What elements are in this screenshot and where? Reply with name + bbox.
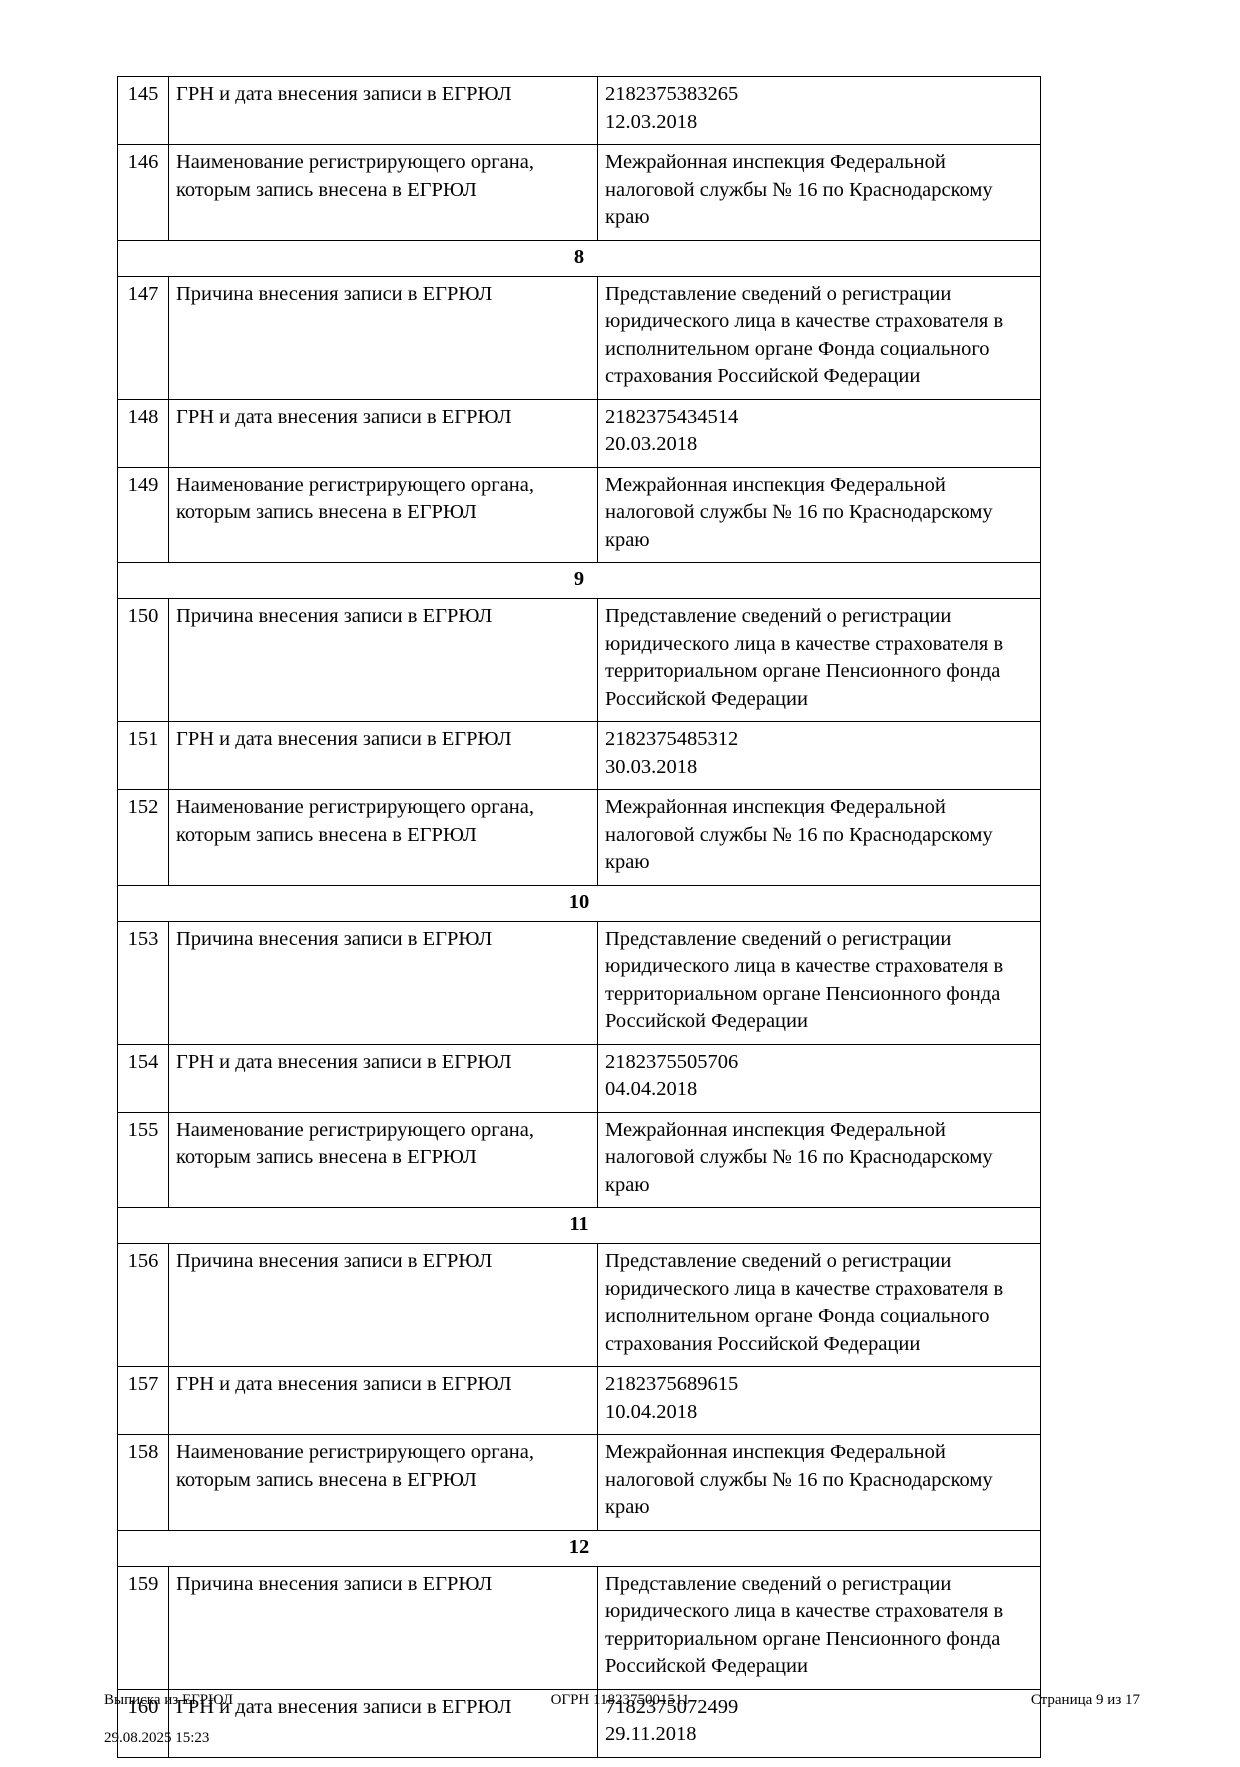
table-row: 154 ГРН и дата внесения записи в ЕГРЮЛ 218… bbox=[117, 1043, 1041, 1113]
table-row: 157 ГРН и дата внесения записи в ЕГРЮЛ 218… bbox=[117, 1366, 1041, 1435]
section-number: 9 bbox=[117, 562, 1041, 599]
section-header-row: 9 bbox=[117, 562, 1041, 599]
row-label: Наименование регистрирующего органа, кот… bbox=[168, 1434, 598, 1531]
row-number: 148 bbox=[117, 398, 169, 468]
footer-generated-at: 29.08.2025 15:23 bbox=[104, 1730, 210, 1746]
table-row: 152 Наименование регистрирующего органа, … bbox=[117, 789, 1041, 886]
table-row: 160 ГРН и дата внесения записи в ЕГРЮЛ 718… bbox=[117, 1688, 1041, 1758]
table-row: 158 Наименование регистрирующего органа, … bbox=[117, 1434, 1041, 1531]
section-header-row: 8 bbox=[117, 239, 1041, 277]
row-label: Наименование регистрирующего органа, кот… bbox=[168, 466, 598, 563]
row-label: Причина внесения записи в ЕГРЮЛ bbox=[168, 1243, 598, 1367]
footer-doc-title: Выписка из ЕГРЮЛ bbox=[104, 1692, 233, 1708]
row-label: Наименование регистрирующего органа, кот… bbox=[168, 789, 598, 886]
table-row: 148 ГРН и дата внесения записи в ЕГРЮЛ 218… bbox=[117, 398, 1041, 468]
row-value: Представление сведений о регистрации юри… bbox=[597, 1243, 1041, 1367]
page-footer: Выписка из ЕГРЮЛ 29.08.2025 15:23 ОГРН 1… bbox=[0, 1672, 1240, 1746]
row-number: 155 bbox=[117, 1111, 169, 1208]
row-number: 159 bbox=[117, 1565, 169, 1690]
table-row: 155 Наименование регистрирующего органа, … bbox=[117, 1111, 1041, 1208]
row-number: 146 bbox=[117, 144, 169, 241]
section-header-row: 11 bbox=[117, 1207, 1041, 1244]
row-number: 153 bbox=[117, 920, 169, 1045]
row-label: Причина внесения записи в ЕГРЮЛ bbox=[168, 598, 598, 722]
section-number: 12 bbox=[117, 1529, 1041, 1567]
row-value: Межрайонная инспекция Федеральной налого… bbox=[597, 144, 1041, 241]
row-value: 2182375689615 10.04.2018 bbox=[597, 1366, 1041, 1435]
footer-document-info: Выписка из ЕГРЮЛ 29.08.2025 15:23 bbox=[104, 1672, 233, 1767]
row-label: Наименование регистрирующего органа, кот… bbox=[168, 1111, 598, 1208]
row-value: 2182375505706 04.04.2018 bbox=[597, 1043, 1041, 1113]
row-number: 154 bbox=[117, 1043, 169, 1113]
row-number: 147 bbox=[117, 275, 169, 400]
row-label: ГРН и дата внесения записи в ЕГРЮЛ bbox=[168, 1366, 598, 1435]
table-body: 145 ГРН и дата внесения записи в ЕГРЮЛ 218… bbox=[117, 76, 1041, 1758]
row-label: Причина внесения записи в ЕГРЮЛ bbox=[168, 275, 598, 400]
row-value: 2182375434514 20.03.2018 bbox=[597, 398, 1041, 468]
table-row: 156 Причина внесения записи в ЕГРЮЛ Предст… bbox=[117, 1243, 1041, 1367]
row-label: ГРН и дата внесения записи в ЕГРЮЛ bbox=[168, 1043, 598, 1113]
section-header-row: 10 bbox=[117, 884, 1041, 922]
row-value: 2182375383265 12.03.2018 bbox=[597, 76, 1041, 145]
row-value: 7182375072499 29.11.2018 bbox=[597, 1688, 1041, 1758]
table-row: 150 Причина внесения записи в ЕГРЮЛ Предст… bbox=[117, 598, 1041, 722]
section-number: 11 bbox=[117, 1207, 1041, 1244]
row-value: Представление сведений о регистрации юри… bbox=[597, 1565, 1041, 1690]
section-header-row: 12 bbox=[117, 1529, 1041, 1567]
table-row: 151 ГРН и дата внесения записи в ЕГРЮЛ 218… bbox=[117, 721, 1041, 790]
section-number: 8 bbox=[117, 239, 1041, 277]
table-row: 145 ГРН и дата внесения записи в ЕГРЮЛ 218… bbox=[117, 76, 1041, 145]
egrul-extract-table: 145 ГРН и дата внесения записи в ЕГРЮЛ 218… bbox=[117, 76, 1041, 1758]
row-label: ГРН и дата внесения записи в ЕГРЮЛ bbox=[168, 721, 598, 790]
table-row: 149 Наименование регистрирующего органа, … bbox=[117, 466, 1041, 563]
row-number: 158 bbox=[117, 1434, 169, 1531]
row-label: ГРН и дата внесения записи в ЕГРЮЛ bbox=[168, 398, 598, 468]
row-value: 2182375485312 30.03.2018 bbox=[597, 721, 1041, 790]
table-row: 146 Наименование регистрирующего органа, … bbox=[117, 144, 1041, 241]
row-value: Межрайонная инспекция Федеральной налого… bbox=[597, 466, 1041, 563]
section-number: 10 bbox=[117, 884, 1041, 922]
footer-ogrn: ОГРН 1182375001511 bbox=[550, 1692, 690, 1708]
row-label: Причина внесения записи в ЕГРЮЛ bbox=[168, 1565, 598, 1690]
row-label: ГРН и дата внесения записи в ЕГРЮЛ bbox=[168, 76, 598, 145]
row-number: 151 bbox=[117, 721, 169, 790]
row-label: Причина внесения записи в ЕГРЮЛ bbox=[168, 920, 598, 1045]
table-row: 159 Причина внесения записи в ЕГРЮЛ Предст… bbox=[117, 1565, 1041, 1690]
row-number: 149 bbox=[117, 466, 169, 563]
row-value: Представление сведений о регистрации юри… bbox=[597, 598, 1041, 722]
row-label: ГРН и дата внесения записи в ЕГРЮЛ bbox=[168, 1688, 598, 1758]
row-label: Наименование регистрирующего органа, кот… bbox=[168, 144, 598, 241]
row-value: Межрайонная инспекция Федеральной налого… bbox=[597, 1434, 1041, 1531]
row-value: Межрайонная инспекция Федеральной налого… bbox=[597, 1111, 1041, 1208]
row-number: 160 bbox=[117, 1688, 169, 1758]
row-number: 145 bbox=[117, 76, 169, 145]
row-number: 150 bbox=[117, 598, 169, 722]
row-value: Межрайонная инспекция Федеральной налого… bbox=[597, 789, 1041, 886]
row-value: Представление сведений о регистрации юри… bbox=[597, 275, 1041, 400]
row-value: Представление сведений о регистрации юри… bbox=[597, 920, 1041, 1045]
row-number: 157 bbox=[117, 1366, 169, 1435]
table-row: 147 Причина внесения записи в ЕГРЮЛ Предст… bbox=[117, 275, 1041, 400]
table-row: 153 Причина внесения записи в ЕГРЮЛ Предст… bbox=[117, 920, 1041, 1045]
footer-page-number: Страница 9 из 17 bbox=[1030, 1692, 1140, 1708]
row-number: 152 bbox=[117, 789, 169, 886]
row-number: 156 bbox=[117, 1243, 169, 1367]
